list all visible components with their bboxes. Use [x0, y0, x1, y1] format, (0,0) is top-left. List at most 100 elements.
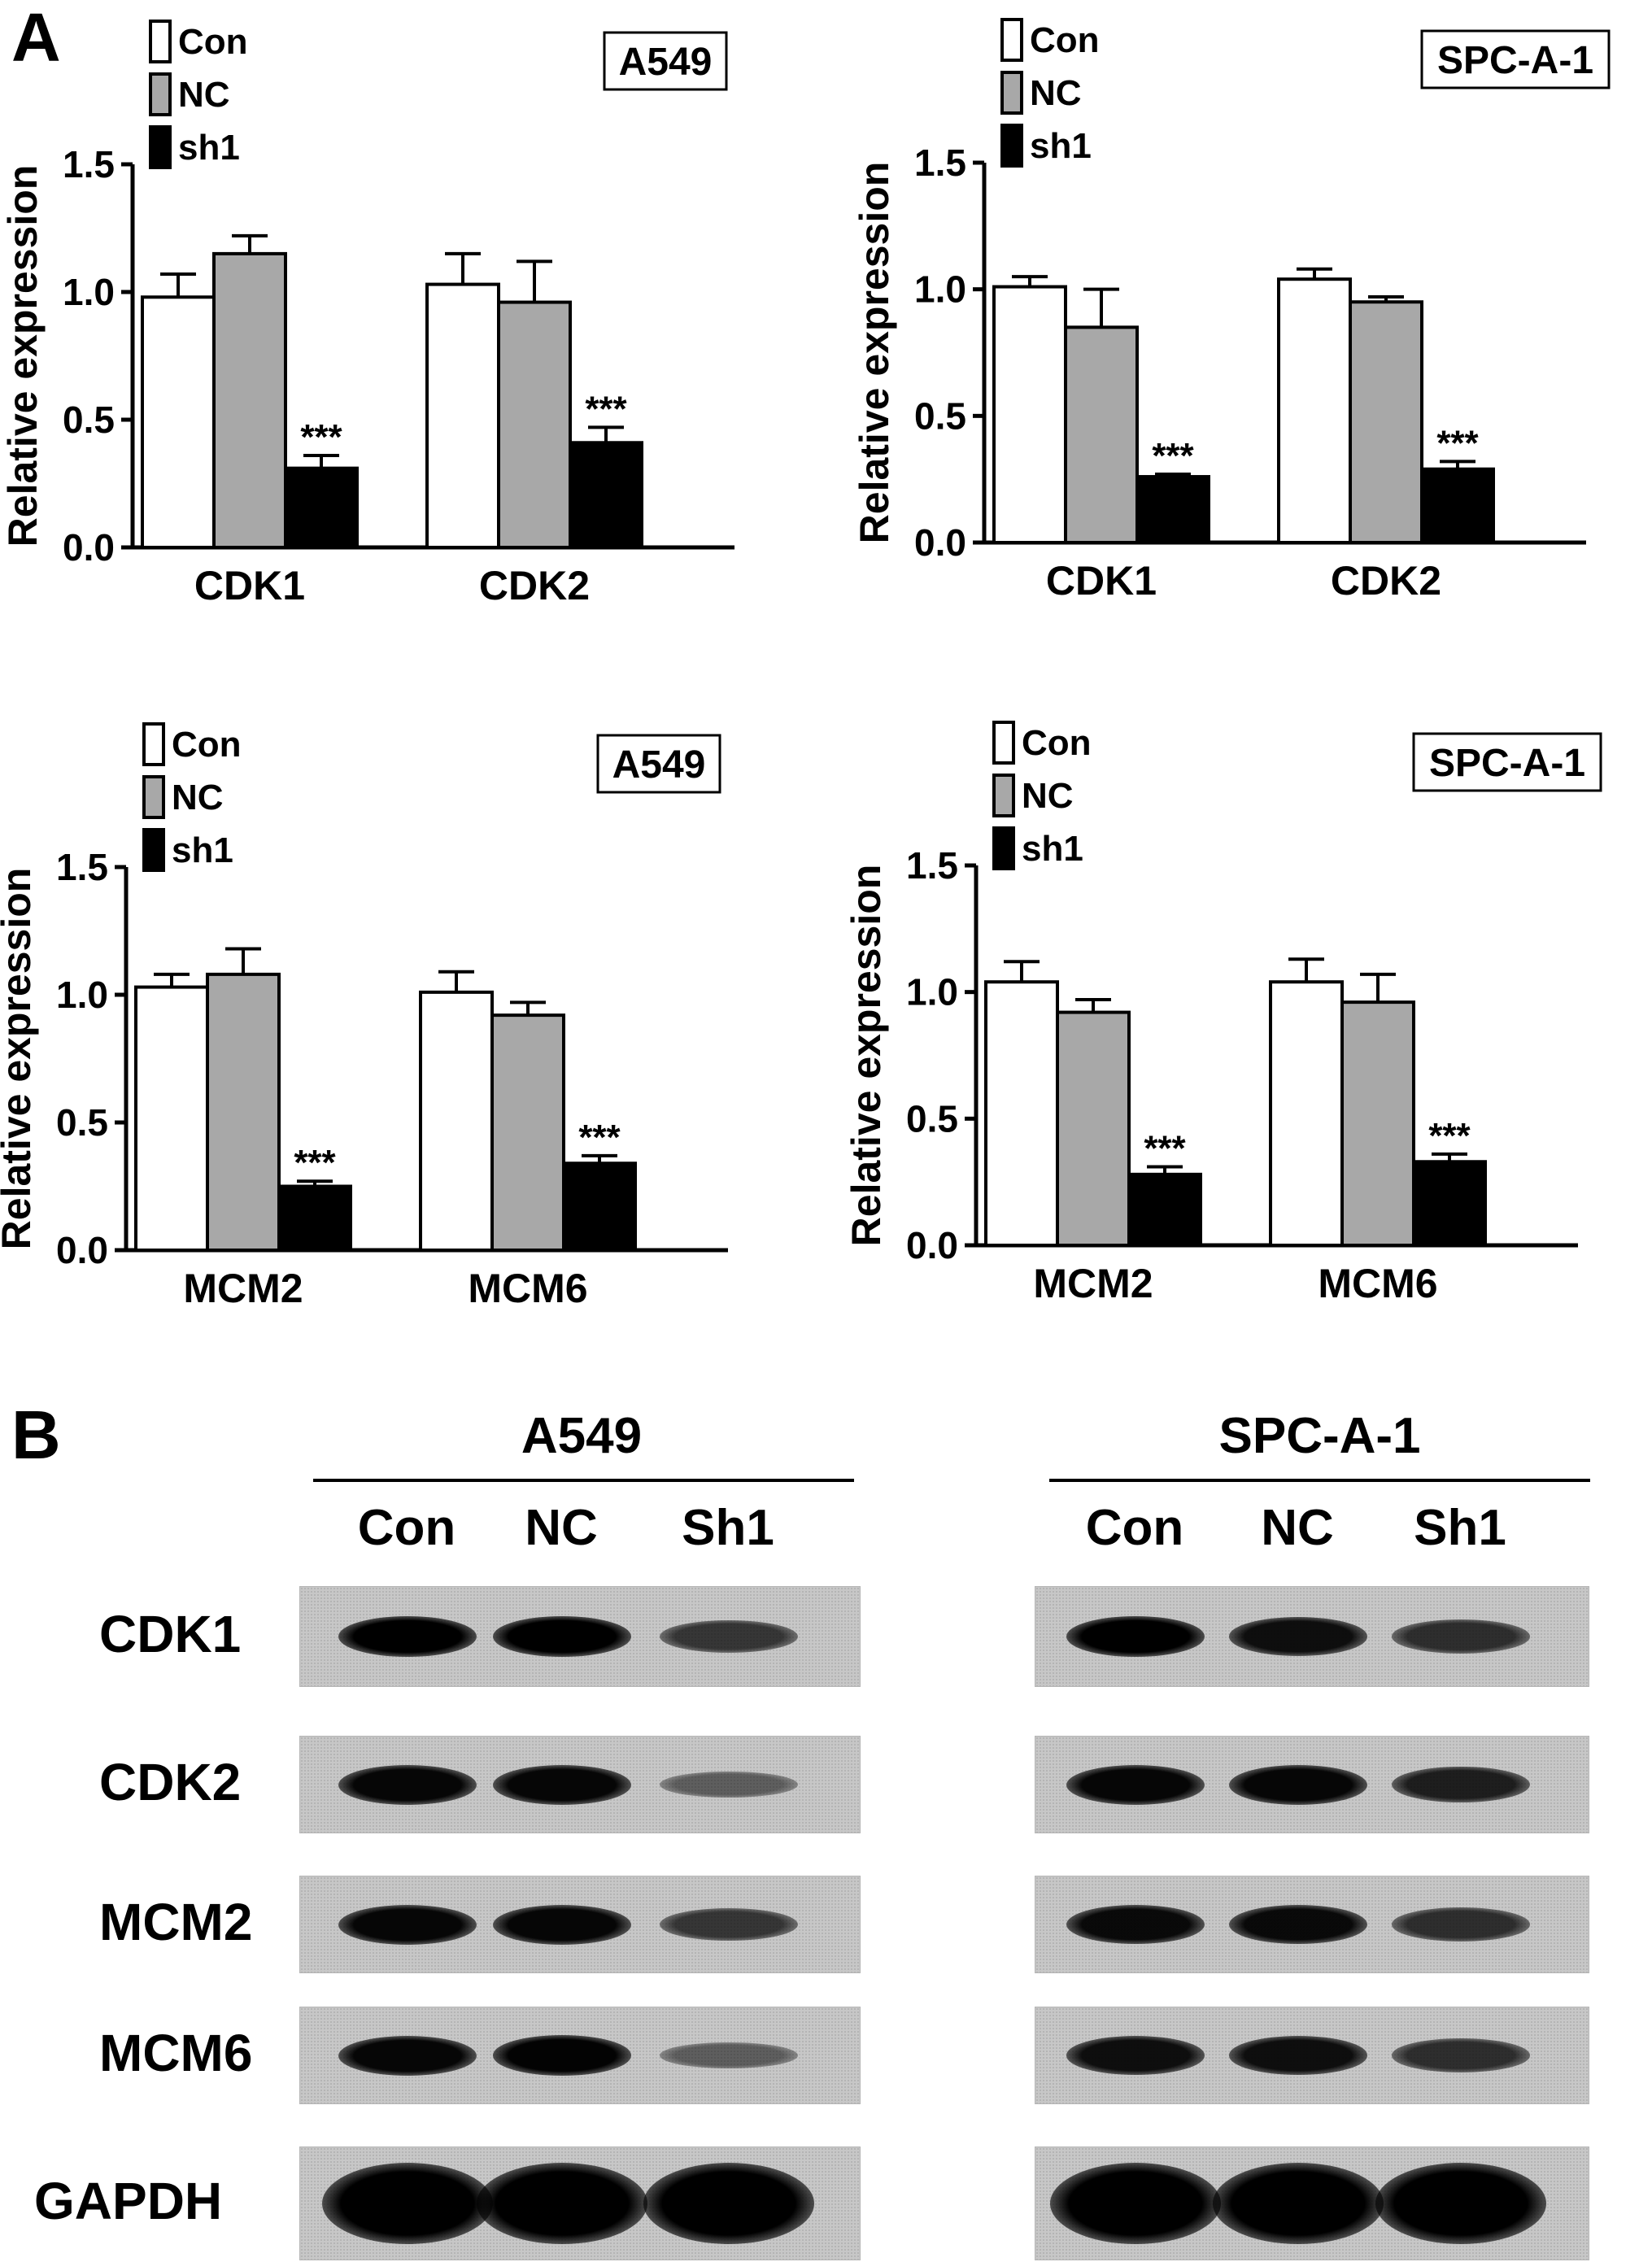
wb-band-spc-a-1-gapdh-con — [1050, 2163, 1221, 2244]
chart-2-y-axis-label: Relative expression — [852, 162, 897, 544]
chart-3-bar-nc-mcm6 — [490, 1013, 565, 1252]
wb-band-spc-a-1-cdk2-nc — [1229, 1764, 1367, 1805]
chart-2-bar-sh1-cdk2 — [1420, 467, 1495, 544]
chart-1-bar-sh1-cdk2 — [569, 441, 643, 550]
wb-strip-spc-a-1-mcm2 — [1035, 1876, 1589, 1973]
wb-band-spc-a-1-cdk2-con — [1066, 1764, 1205, 1805]
chart-3-legend-swatch-sh1 — [142, 828, 165, 872]
chart-4-y-tick-label: 1.5 — [906, 844, 958, 887]
chart-1-bar-nc-cdk1 — [212, 251, 287, 549]
chart-1-significance-cdk2: *** — [585, 389, 627, 429]
chart-1-cell-line-label: A549 — [619, 41, 713, 84]
chart-3-x-tick-label-mcm6: MCM6 — [468, 1266, 587, 1311]
wb-lane-label-spc-a-1-sh1: Sh1 — [1414, 1500, 1506, 1556]
wb-band-a549-mcm2-con — [338, 1904, 477, 1945]
chart-2-x-tick-label-cdk1: CDK1 — [1046, 558, 1157, 604]
wb-band-spc-a-1-mcm6-nc — [1229, 2036, 1367, 2075]
chart-1-legend-label-con: Con — [178, 22, 248, 62]
chart-2-cell-line-box — [1420, 29, 1611, 89]
chart-4-legend-label-sh1: sh1 — [1022, 829, 1083, 869]
chart-3-legend-swatch-nc — [142, 775, 165, 819]
chart-3-legend-swatch-con — [142, 722, 165, 766]
chart-1-bar-nc-cdk2 — [497, 300, 572, 549]
chart-2-legend-swatch-con — [1000, 18, 1023, 62]
chart-4-cell-line-box — [1412, 732, 1602, 792]
wb-band-spc-a-1-cdk1-sh1 — [1392, 1619, 1530, 1654]
chart-1-legend-swatch-con — [149, 20, 172, 63]
chart-1-x-tick-label-cdk1: CDK1 — [194, 563, 305, 608]
chart-1-cell-line-box — [603, 31, 728, 91]
wb-lane-label-a549-sh1: Sh1 — [682, 1500, 774, 1556]
chart-1-bar-con-cdk1 — [141, 295, 216, 549]
chart-2-y-tick-label: 0.0 — [914, 521, 966, 564]
chart-4-bar-nc-mcm2 — [1056, 1010, 1131, 1248]
chart-4-y-tick-label: 0.5 — [906, 1097, 958, 1140]
wb-strip-a549-mcm2 — [299, 1876, 861, 1973]
wb-strip-a549-cdk2 — [299, 1736, 861, 1833]
chart-2-legend-label-con: Con — [1030, 20, 1100, 60]
wb-band-spc-a-1-mcm6-sh1 — [1392, 2038, 1530, 2072]
chart-4-y-axis-label: Relative expression — [843, 865, 889, 1247]
wb-row-label-mcm2: MCM2 — [99, 1893, 253, 1951]
chart-1-legend-label-sh1: sh1 — [178, 128, 240, 168]
chart-4-bar-con-mcm2 — [984, 980, 1059, 1248]
wb-band-a549-gapdh-sh1 — [643, 2163, 814, 2244]
chart-4-cell-line-label: SPC-A-1 — [1429, 742, 1585, 785]
chart-2-y-tick-label: 0.5 — [914, 394, 966, 437]
bar-charts: 0.0 0.5 1.0 1.5 Relative expression *** CDK1 **… — [0, 18, 1611, 1311]
wb-strip-a549-gapdh — [299, 2147, 861, 2260]
wb-band-a549-mcm2-nc — [493, 1904, 631, 1945]
wb-row-label-cdk1: CDK1 — [99, 1605, 242, 1663]
wb-band-a549-cdk1-nc — [493, 1615, 631, 1658]
wb-band-a549-gapdh-nc — [477, 2163, 647, 2244]
wb-band-spc-a-1-cdk2-sh1 — [1392, 1766, 1530, 1803]
wb-band-a549-mcm6-sh1 — [660, 2042, 798, 2069]
wb-band-a549-mcm6-con — [338, 2035, 477, 2076]
wb-band-spc-a-1-gapdh-nc — [1213, 2163, 1384, 2244]
chart-2-y-tick-label: 1.5 — [914, 142, 966, 184]
wb-band-spc-a-1-mcm6-con — [1066, 2036, 1205, 2075]
chart-1-y-axis-label: Relative expression — [0, 165, 46, 547]
chart-4-legend-label-nc: NC — [1022, 776, 1074, 816]
chart-1-significance-cdk1: *** — [300, 417, 342, 457]
chart-1-legend-swatch-sh1 — [149, 125, 172, 169]
chart-2-legend-label-sh1: sh1 — [1030, 126, 1092, 166]
wb-title-spc-a-1: SPC-A-1 — [1218, 1408, 1421, 1464]
chart-4-significance-mcm2: *** — [1144, 1128, 1186, 1168]
chart-4-significance-mcm6: *** — [1428, 1116, 1471, 1156]
chart-2-y-tick-label: 1.0 — [914, 268, 966, 311]
chart-3-significance-mcm6: *** — [578, 1118, 621, 1157]
chart-3-significance-mcm2: *** — [294, 1143, 336, 1183]
chart-3-legend-label-sh1: sh1 — [172, 830, 233, 870]
chart-2-x-tick-label-cdk2: CDK2 — [1331, 558, 1441, 604]
wb-strip-spc-a-1-gapdh — [1035, 2147, 1589, 2260]
panel-label-a: A — [11, 0, 61, 76]
chart-3-legend-label-nc: NC — [172, 778, 224, 817]
chart-2-significance-cdk2: *** — [1436, 423, 1479, 463]
wb-title-line-a549 — [313, 1479, 854, 1482]
wb-title-a549: A549 — [521, 1408, 643, 1464]
chart-4-legend-swatch-con — [992, 721, 1015, 765]
chart-1-y-tick-label: 0.0 — [63, 526, 115, 569]
chart-1-x-tick-label-cdk2: CDK2 — [479, 563, 590, 608]
wb-strip-spc-a-1-mcm6 — [1035, 2007, 1589, 2104]
wb-band-spc-a-1-mcm2-nc — [1229, 1904, 1367, 1945]
chart-4-bar-con-mcm6 — [1269, 980, 1344, 1248]
wb-strip-a549-cdk1 — [299, 1586, 861, 1687]
chart-3-legend-label-con: Con — [172, 725, 242, 765]
wb-band-a549-gapdh-con — [322, 2163, 493, 2244]
chart-3-bar-sh1-mcm2 — [277, 1184, 352, 1252]
wb-row-label-cdk2: CDK2 — [99, 1753, 242, 1811]
wb-strip-spc-a-1-cdk2 — [1035, 1736, 1589, 1833]
wb-title-line-spc-a-1 — [1049, 1479, 1590, 1482]
chart-3-y-tick-label: 0.5 — [56, 1101, 108, 1144]
chart-1-legend-swatch-nc — [149, 72, 172, 116]
chart-1-bar-con-cdk2 — [425, 282, 500, 549]
chart-1-y-tick-label: 1.5 — [63, 143, 115, 185]
chart-3-y-axis-label: Relative expression — [0, 868, 39, 1250]
wb-band-a549-cdk1-sh1 — [660, 1620, 798, 1653]
chart-2-bar-sh1-cdk1 — [1135, 475, 1210, 545]
chart-3-bar-nc-mcm2 — [206, 972, 281, 1252]
wb-band-a549-cdk2-sh1 — [660, 1771, 798, 1798]
chart-3-cell-line-box — [596, 734, 721, 794]
